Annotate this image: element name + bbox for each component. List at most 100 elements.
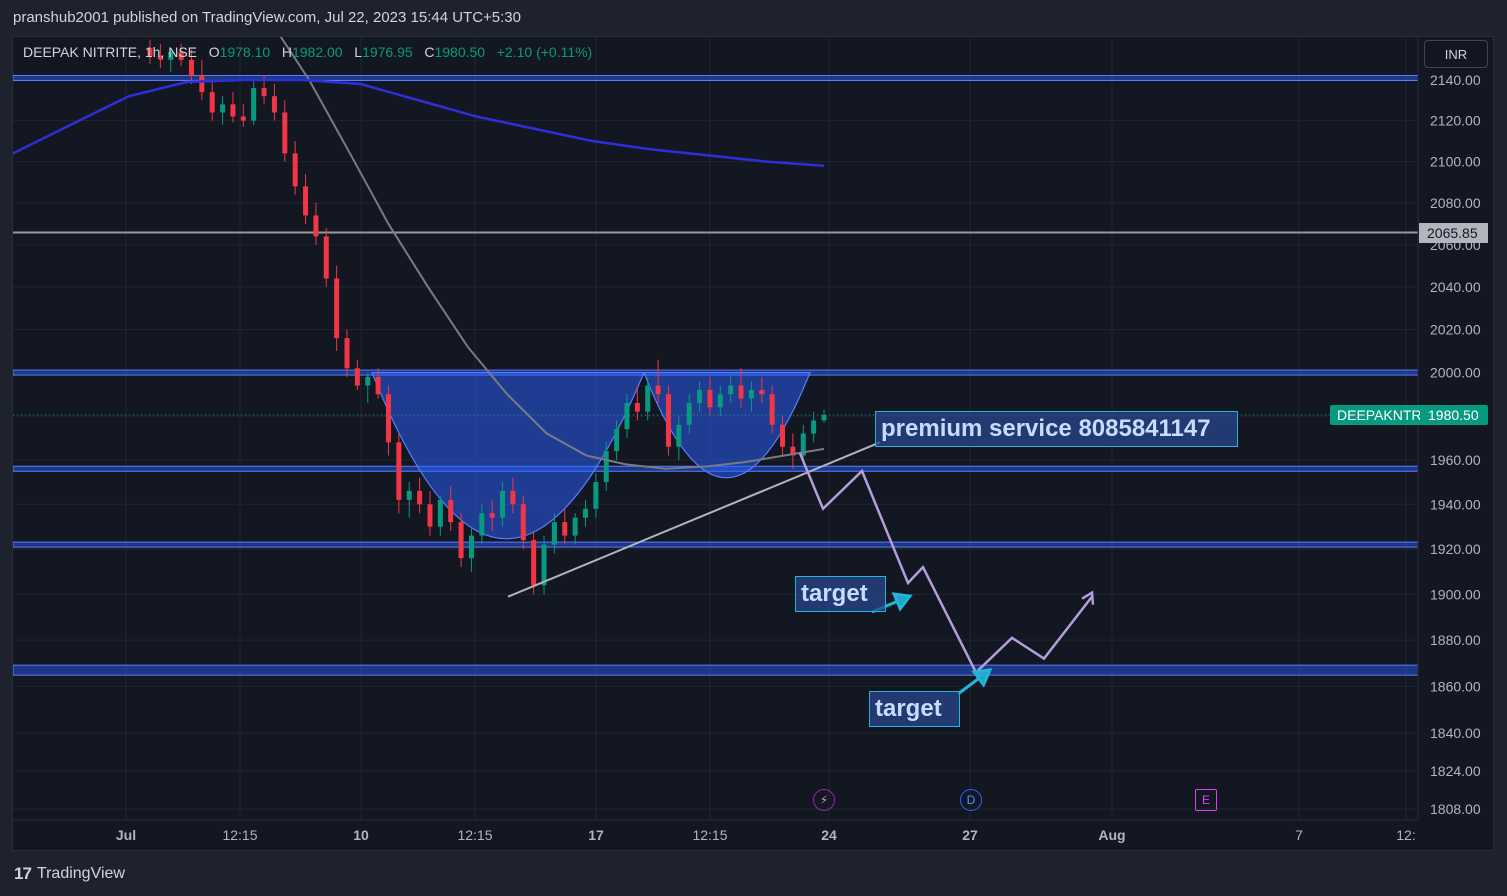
horizontal-level-zone <box>13 74 1418 81</box>
candle-body <box>510 490 516 505</box>
y-tick-label: 2080.00 <box>1430 195 1481 211</box>
close-key: C <box>424 44 435 60</box>
earnings-event-icon[interactable]: E <box>1195 789 1217 811</box>
candle-body <box>282 112 288 154</box>
y-tick-label: 1940.00 <box>1430 496 1481 512</box>
candle-body <box>811 420 817 434</box>
x-tick-label: 7 <box>1295 827 1303 843</box>
low-key: L <box>354 44 363 60</box>
candle-body <box>479 513 485 536</box>
symbol-tag: DEEPAKNTR <box>1330 405 1422 425</box>
split-event-icon[interactable]: ⚡ <box>813 789 835 811</box>
candle-body <box>344 338 350 369</box>
y-tick-label: 2000.00 <box>1430 365 1481 381</box>
open-key: O <box>208 44 220 60</box>
horizontal-level-zone <box>13 541 1418 548</box>
target-label-lower[interactable]: target <box>869 691 960 727</box>
dividend-event-icon[interactable]: D <box>960 789 982 811</box>
premium-service-label[interactable]: premium service 8085841147 <box>875 411 1238 447</box>
candle-body <box>665 394 671 447</box>
published-text: pranshub2001 published on TradingView.co… <box>13 9 521 26</box>
hline-price-tag: 2065.85 <box>1419 223 1488 243</box>
candle-body <box>707 389 713 408</box>
candle-body <box>406 490 412 500</box>
close-value: 1980.50 <box>434 44 486 60</box>
candle-body <box>686 402 692 425</box>
high-key: H <box>281 44 292 60</box>
candle-body <box>655 385 661 395</box>
x-tick-label: 12:15 <box>692 827 727 843</box>
candle-body <box>531 540 537 586</box>
target-arrow-lower <box>957 668 993 696</box>
x-tick-label: 12:15 <box>222 827 257 843</box>
y-tick-label: 2040.00 <box>1430 279 1481 295</box>
candle-body <box>780 424 786 447</box>
tradingview-logo[interactable]: 17 TradingView <box>14 864 125 884</box>
candle-body <box>209 92 215 113</box>
y-tick-label: 2120.00 <box>1430 113 1481 129</box>
candle-body <box>240 116 246 121</box>
currency-button[interactable]: INR <box>1424 40 1488 68</box>
candle-body <box>365 376 371 386</box>
candle-body <box>489 513 495 518</box>
publisher-header: pranshub2001 published on TradingView.co… <box>0 0 1507 36</box>
candle-body <box>313 215 319 237</box>
y-tick-label: 1824.00 <box>1430 763 1481 779</box>
candle-body <box>500 490 506 518</box>
candle-body <box>458 522 464 559</box>
chart-legend: DEEPAK NITRITE, 1h, NSE O1978.10 H1982.0… <box>23 44 592 60</box>
candle-body <box>354 368 360 386</box>
candle-body <box>220 104 226 113</box>
candle-body <box>800 433 806 456</box>
x-tick-label: Aug <box>1098 827 1125 843</box>
cup-pattern-shape <box>371 371 645 540</box>
candle-body <box>468 535 474 559</box>
candle-body <box>728 385 734 395</box>
candle-body <box>603 451 609 483</box>
candle-body <box>738 385 744 399</box>
x-tick-label: 27 <box>962 827 978 843</box>
y-tick-label: 1808.00 <box>1430 801 1481 817</box>
candle-body <box>634 402 640 412</box>
y-tick-label: 1900.00 <box>1430 586 1481 602</box>
x-tick-label: 17 <box>588 827 604 843</box>
projection-arrowhead <box>1081 590 1095 605</box>
candle-body <box>396 442 402 500</box>
candle-body <box>821 414 827 421</box>
y-tick-label: 1960.00 <box>1430 452 1481 468</box>
low-value: 1976.95 <box>362 44 413 60</box>
plot-area <box>13 37 1418 696</box>
symbol-title[interactable]: DEEPAK NITRITE, 1h, NSE <box>23 44 198 60</box>
projection-path <box>798 452 1093 675</box>
candle-body <box>583 508 589 518</box>
candle-body <box>271 96 277 113</box>
candle-body <box>541 544 547 586</box>
candle-body <box>375 376 381 395</box>
candle-body <box>417 490 423 505</box>
target-arrow-upper <box>871 592 913 614</box>
candle-body <box>437 499 443 527</box>
last-price-tag: 1980.50 <box>1420 405 1488 425</box>
sma-slow-line <box>13 78 825 167</box>
candle-body <box>748 389 754 399</box>
candle-body <box>614 429 620 452</box>
y-tick-label: 1880.00 <box>1430 632 1481 648</box>
footer-bar: 17 TradingView <box>0 852 1507 896</box>
candle-body <box>178 51 184 60</box>
candle-body <box>230 104 236 117</box>
y-tick-label: 2100.00 <box>1430 154 1481 170</box>
x-tick-label: 12: <box>1396 827 1415 843</box>
target-label-upper[interactable]: target <box>795 576 886 612</box>
x-tick-label: 12:15 <box>457 827 492 843</box>
x-tick-label: 24 <box>821 827 837 843</box>
candle-body <box>676 424 682 447</box>
sma-fast-line <box>279 37 825 470</box>
candle-body <box>759 389 765 395</box>
candle-body <box>717 394 723 408</box>
candle-body <box>562 522 568 536</box>
candle-body <box>593 482 599 509</box>
candle-body <box>790 446 796 456</box>
tradingview-logo-icon: 17 <box>14 864 32 883</box>
candle-body <box>251 88 257 121</box>
